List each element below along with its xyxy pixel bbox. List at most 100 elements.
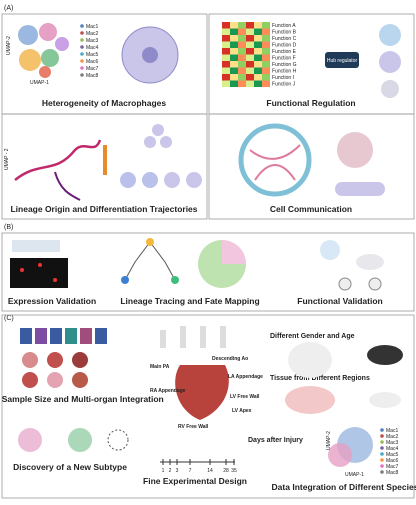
heatmap-cell	[238, 48, 246, 55]
heatmap-cell	[230, 28, 238, 35]
heart-label: Descending Ao	[212, 356, 248, 362]
heart-label: RV Free Wall	[178, 424, 209, 430]
heatmap-cell	[262, 48, 270, 55]
heatmap-cell	[222, 35, 230, 42]
heart-icon	[175, 365, 229, 420]
heart-label: Main PA	[150, 364, 170, 370]
function-label: Function I	[272, 75, 294, 81]
heatmap-cell	[246, 41, 254, 48]
legend-label: Mac8	[86, 73, 98, 79]
people-icons	[20, 328, 107, 344]
trajectory	[14, 139, 102, 181]
section-title: Lineage Origin and Differentiation Traje…	[10, 204, 197, 214]
heatmap-cell	[246, 67, 254, 74]
function-label: Function D	[272, 43, 297, 49]
panel-box	[1, 314, 415, 499]
section-title: Cell Communication	[270, 204, 352, 214]
panel-label: (B)	[4, 224, 13, 231]
legend-label: Mac5	[386, 452, 398, 458]
heatmap-cell	[238, 54, 246, 61]
subtype-icon	[107, 429, 129, 451]
function-label: Function C	[272, 36, 297, 42]
heatmap-cell	[254, 67, 262, 74]
cell-pair-icon	[335, 182, 385, 196]
nucleus-icon	[142, 47, 158, 63]
heatmap-cell	[262, 61, 270, 68]
heatmap-cell	[222, 80, 230, 87]
function-label: Function H	[272, 69, 297, 75]
timeline-label: 3	[176, 468, 179, 474]
section-title: Discovery of a New Subtype	[13, 462, 127, 472]
heatmap	[222, 22, 270, 87]
section-title: Heterogeneity of Macrophages	[42, 98, 166, 108]
timeline-label: 2	[169, 468, 172, 474]
organ-icons	[22, 352, 88, 388]
legend-dot	[80, 24, 84, 28]
heatmap-cell	[254, 28, 262, 35]
function-label: Function F	[272, 56, 296, 62]
section-title: Data Integration of Different Species	[272, 482, 416, 492]
legend-label: Mac1	[386, 428, 398, 434]
heart-label: LV Apex	[232, 408, 252, 414]
heatmap-cell	[238, 80, 246, 87]
annotation: Tissue from Different Regions	[270, 375, 370, 382]
heatmap-cell	[230, 74, 238, 81]
lineage-tree	[124, 241, 176, 281]
heatmap-cell	[246, 74, 254, 81]
mouse-icon	[369, 392, 401, 408]
legend-dot	[80, 66, 84, 70]
legend-dot	[380, 440, 384, 444]
heatmap-cell	[222, 22, 230, 29]
heatmap-cell	[230, 80, 238, 87]
heatmap-cell	[262, 35, 270, 42]
function-label: Function J	[272, 82, 296, 88]
heatmap-cell	[246, 48, 254, 55]
axis-label: UMAP-2	[326, 431, 332, 450]
legend-label: Mac4	[86, 45, 98, 51]
timeline-ticks: 1 2 3 7 14 28 35	[162, 459, 237, 474]
cell-icon	[379, 24, 401, 46]
legend-label: Mac4	[386, 446, 398, 452]
heatmap-cell	[222, 54, 230, 61]
heatmap-cell	[246, 28, 254, 35]
panel-box	[208, 113, 415, 220]
heatmap-cell	[230, 48, 238, 55]
function-label: Function G	[272, 62, 297, 68]
cell-icon	[379, 51, 401, 73]
heatmap-cell	[238, 67, 246, 74]
function-label: Function B	[272, 30, 297, 36]
heatmap-cell	[222, 61, 230, 68]
chord-ring	[238, 123, 312, 197]
heatmap-cell	[262, 22, 270, 29]
section-title: Large Sample Size and Multi-organ Integr…	[0, 394, 164, 404]
legend-dot	[380, 452, 384, 456]
legend-dot	[80, 31, 84, 35]
heatmap-cell	[238, 61, 246, 68]
legend-label: Mac7	[86, 66, 98, 72]
timeline-label: 28	[223, 468, 229, 474]
heatmap-cell	[262, 28, 270, 35]
heart-labels: Main PA Descending Ao LA Appendage RA Appen…	[150, 356, 263, 430]
heatmap-cell	[254, 48, 262, 55]
hub-box	[325, 52, 359, 68]
heatmap-cell	[246, 54, 254, 61]
heatmap-cell	[254, 41, 262, 48]
heatmap-cell	[222, 28, 230, 35]
heatmap-cell	[222, 74, 230, 81]
slide-icon	[12, 240, 60, 252]
human-icons	[160, 326, 226, 348]
tissue-icon	[337, 132, 373, 168]
heatmap-cell	[254, 54, 262, 61]
legend-dot	[80, 52, 84, 56]
legend-dot	[80, 45, 84, 49]
heatmap-cell	[262, 54, 270, 61]
section-title: Expression Validation	[8, 296, 96, 306]
panel-box	[1, 232, 415, 312]
legend-label: Mac8	[386, 470, 398, 476]
human-icon	[288, 342, 332, 378]
chord	[249, 144, 301, 181]
